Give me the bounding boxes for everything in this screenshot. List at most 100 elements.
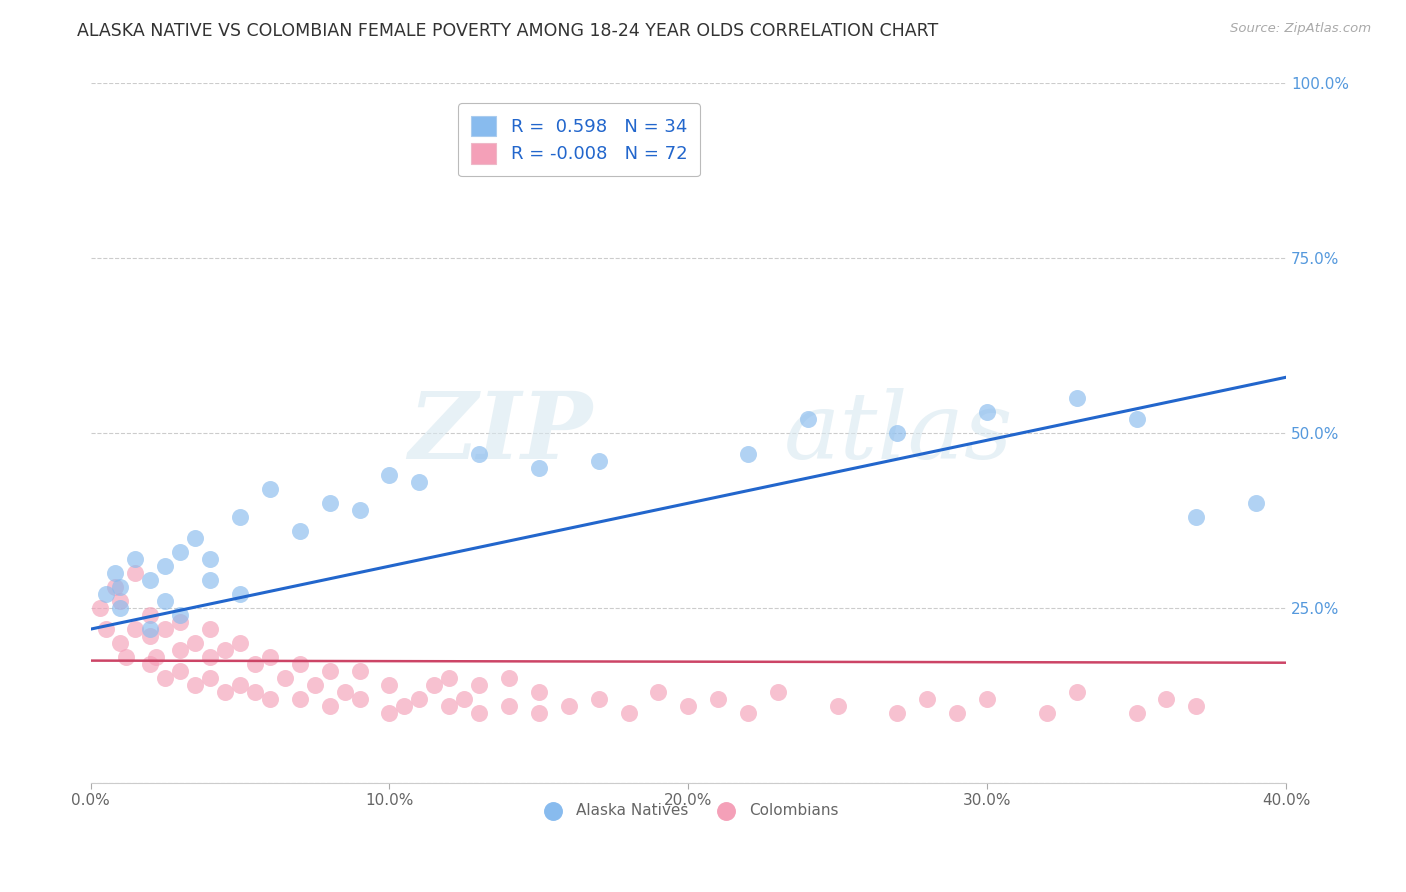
Point bbox=[588, 454, 610, 468]
Point bbox=[647, 685, 669, 699]
Point bbox=[766, 685, 789, 699]
Point bbox=[288, 692, 311, 706]
Point bbox=[498, 671, 520, 685]
Point bbox=[198, 573, 221, 587]
Point bbox=[498, 699, 520, 714]
Point bbox=[1066, 685, 1088, 699]
Point bbox=[378, 678, 401, 692]
Point bbox=[333, 685, 356, 699]
Point bbox=[115, 650, 138, 665]
Point bbox=[394, 699, 416, 714]
Point bbox=[1125, 412, 1147, 426]
Point bbox=[139, 622, 162, 636]
Point bbox=[976, 692, 998, 706]
Point bbox=[439, 671, 461, 685]
Point bbox=[103, 580, 125, 594]
Point bbox=[453, 692, 475, 706]
Point bbox=[1156, 692, 1178, 706]
Point bbox=[124, 566, 146, 581]
Point bbox=[349, 503, 371, 517]
Point bbox=[737, 706, 759, 720]
Point bbox=[274, 671, 297, 685]
Point bbox=[259, 482, 281, 496]
Text: Source: ZipAtlas.com: Source: ZipAtlas.com bbox=[1230, 22, 1371, 36]
Point bbox=[588, 692, 610, 706]
Point bbox=[318, 664, 340, 678]
Point bbox=[527, 461, 550, 475]
Point bbox=[827, 699, 849, 714]
Point bbox=[124, 622, 146, 636]
Point bbox=[229, 587, 252, 601]
Point bbox=[1185, 699, 1208, 714]
Point bbox=[139, 608, 162, 623]
Point bbox=[976, 405, 998, 419]
Point bbox=[169, 608, 191, 623]
Point bbox=[110, 594, 132, 608]
Point bbox=[378, 706, 401, 720]
Point bbox=[304, 678, 326, 692]
Text: ALASKA NATIVE VS COLOMBIAN FEMALE POVERTY AMONG 18-24 YEAR OLDS CORRELATION CHAR: ALASKA NATIVE VS COLOMBIAN FEMALE POVERT… bbox=[77, 22, 939, 40]
Point bbox=[527, 685, 550, 699]
Point bbox=[229, 510, 252, 524]
Point bbox=[1185, 510, 1208, 524]
Point bbox=[198, 650, 221, 665]
Point bbox=[1066, 391, 1088, 405]
Point bbox=[378, 468, 401, 483]
Point bbox=[558, 699, 581, 714]
Point bbox=[468, 447, 491, 461]
Point bbox=[288, 657, 311, 672]
Point bbox=[408, 692, 430, 706]
Point bbox=[1036, 706, 1059, 720]
Point bbox=[110, 601, 132, 615]
Point bbox=[423, 678, 446, 692]
Point bbox=[229, 678, 252, 692]
Point bbox=[155, 594, 177, 608]
Point bbox=[917, 692, 939, 706]
Point bbox=[145, 650, 167, 665]
Point bbox=[184, 636, 207, 650]
Point bbox=[946, 706, 969, 720]
Point bbox=[198, 622, 221, 636]
Point bbox=[707, 692, 730, 706]
Point bbox=[103, 566, 125, 581]
Point bbox=[184, 678, 207, 692]
Point bbox=[527, 706, 550, 720]
Point bbox=[110, 636, 132, 650]
Point bbox=[737, 447, 759, 461]
Point bbox=[139, 629, 162, 643]
Point bbox=[1125, 706, 1147, 720]
Point bbox=[617, 706, 640, 720]
Point bbox=[349, 664, 371, 678]
Point bbox=[169, 615, 191, 629]
Point bbox=[110, 580, 132, 594]
Point bbox=[259, 650, 281, 665]
Point bbox=[155, 622, 177, 636]
Point bbox=[243, 657, 266, 672]
Point bbox=[94, 587, 117, 601]
Point bbox=[259, 692, 281, 706]
Point bbox=[169, 643, 191, 657]
Point bbox=[288, 524, 311, 538]
Point bbox=[139, 573, 162, 587]
Point bbox=[124, 552, 146, 566]
Point bbox=[155, 559, 177, 574]
Point bbox=[678, 699, 700, 714]
Point bbox=[94, 622, 117, 636]
Point bbox=[318, 699, 340, 714]
Point bbox=[797, 412, 820, 426]
Point bbox=[229, 636, 252, 650]
Point bbox=[1244, 496, 1267, 510]
Point bbox=[408, 475, 430, 490]
Text: ZIP: ZIP bbox=[408, 388, 593, 478]
Point bbox=[198, 671, 221, 685]
Point bbox=[318, 496, 340, 510]
Text: atlas: atlas bbox=[785, 388, 1014, 478]
Point bbox=[169, 545, 191, 559]
Point bbox=[678, 161, 700, 175]
Point bbox=[243, 685, 266, 699]
Point bbox=[468, 706, 491, 720]
Point bbox=[155, 671, 177, 685]
Point bbox=[439, 699, 461, 714]
Point bbox=[214, 685, 236, 699]
Point bbox=[139, 657, 162, 672]
